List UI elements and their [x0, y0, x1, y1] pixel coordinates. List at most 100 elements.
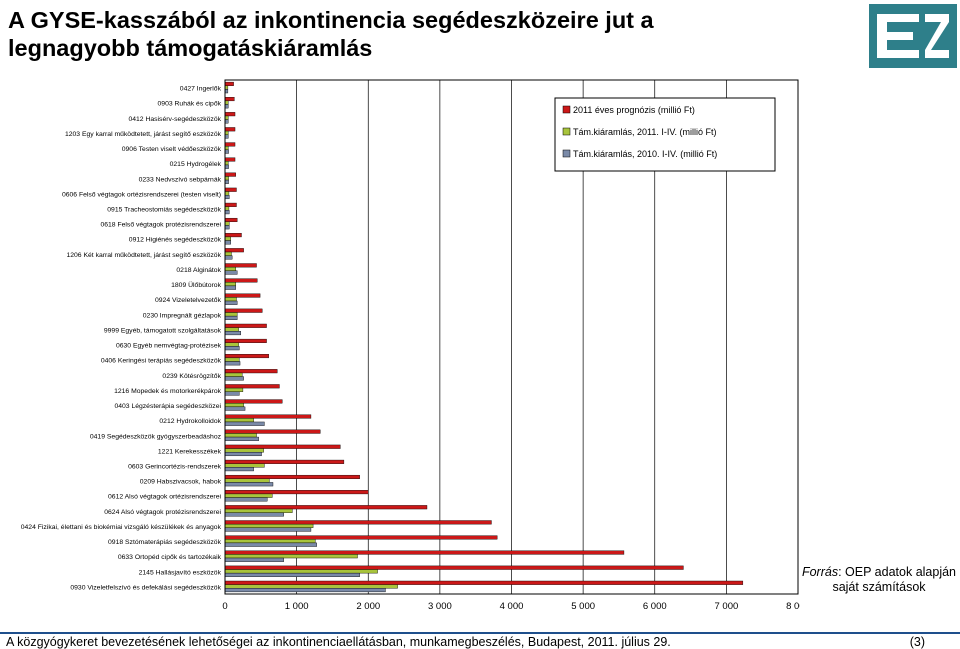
- x-tick-label: 8 000: [786, 601, 800, 612]
- category-label: 0233 Nedvszívó sebpárnák: [139, 176, 222, 183]
- bar: [224, 497, 268, 502]
- legend-box: [554, 97, 776, 172]
- bar: [224, 346, 240, 351]
- bar: [224, 414, 312, 419]
- bar: [224, 97, 235, 102]
- bar: [224, 535, 498, 540]
- bar: [224, 278, 258, 283]
- bar: [224, 354, 269, 359]
- bar: [224, 255, 233, 260]
- bar: [224, 406, 246, 411]
- bar: [224, 263, 257, 268]
- category-label: 0618 Felső végtagok protézisrendszerei: [100, 222, 221, 229]
- category-label: 0912 Higiénés segédeszközök: [129, 237, 222, 244]
- bar: [224, 508, 293, 513]
- bar: [224, 448, 264, 453]
- category-label: 0419 Segédeszközök gyógyszerbeadáshoz: [90, 433, 222, 440]
- bar: [224, 433, 257, 438]
- bar: [224, 225, 230, 230]
- category-label: 0406 Keringési terápiás segédeszközök: [101, 358, 222, 365]
- category-label: 0412 Hasisérv-segédeszközök: [128, 116, 221, 123]
- x-tick-label: 1 000: [285, 601, 309, 612]
- bar: [224, 429, 321, 434]
- page-number: (3): [909, 635, 925, 649]
- x-tick-label: 7 000: [714, 601, 738, 612]
- bar: [224, 557, 284, 562]
- bar: [224, 372, 243, 377]
- bar: [224, 300, 238, 305]
- source-label: Forrás: [801, 565, 839, 579]
- bar: [224, 542, 317, 547]
- category-label: 0624 Alsó végtagok protézisrendszerei: [104, 509, 221, 516]
- category-label: 0212 Hydrokolloidok: [159, 418, 221, 425]
- bar: [224, 221, 230, 226]
- bar: [224, 157, 236, 162]
- bar: [224, 194, 230, 200]
- x-tick-label: 0: [222, 601, 227, 612]
- oep-logo-icon: [869, 4, 957, 68]
- bar: [224, 436, 259, 441]
- bar: [224, 315, 238, 320]
- source-text: : OEP adatok alapján saját számítások: [832, 565, 957, 594]
- bar: [224, 478, 270, 483]
- bar: [224, 463, 265, 468]
- category-label: 0918 Sztómaterápiás segédeszközök: [108, 539, 222, 546]
- bar: [224, 512, 284, 517]
- bar: [224, 527, 312, 532]
- bar: [224, 369, 278, 374]
- bar: [224, 482, 274, 487]
- bar: [224, 293, 261, 298]
- bar: [224, 297, 237, 302]
- legend-entry: Tám.kiáramlás, 2010. I-IV. (millió Ft): [573, 149, 717, 159]
- bar: [224, 421, 265, 426]
- bar: [224, 270, 238, 275]
- bar: [224, 172, 236, 177]
- bar: [224, 248, 244, 253]
- category-label: 0930 Vizeletfelszívó és defekálási segéd…: [70, 584, 221, 591]
- bar: [224, 210, 230, 215]
- title-line-1: A GYSE-kasszából az inkontinencia segéde…: [8, 7, 654, 33]
- category-label: 0209 Habszivacsok, habok: [140, 479, 222, 486]
- category-label: 0915 Tracheostomiás segédeszközök: [107, 207, 221, 214]
- bar: [224, 187, 237, 192]
- x-tick-label: 6 000: [643, 601, 667, 612]
- category-label: 0403 Légzésterápia segédeszközei: [114, 403, 221, 410]
- x-tick-label: 2 000: [356, 601, 380, 612]
- bar: [224, 554, 358, 559]
- bar: [224, 142, 236, 147]
- legend-swatch: [562, 149, 571, 158]
- bar: [224, 459, 345, 464]
- bar: [224, 357, 240, 362]
- bar: [224, 451, 262, 457]
- x-tick-label: 4 000: [500, 601, 524, 612]
- bar: [224, 520, 492, 525]
- bar: [224, 376, 244, 381]
- category-label: 1216 Mopedek és motorkerékpárok: [114, 388, 222, 395]
- bar: [224, 588, 386, 593]
- bar: [224, 164, 229, 169]
- bar: [224, 191, 230, 196]
- bar: [224, 251, 232, 256]
- footer-text: A közgyógykeret bevezetésének lehetősége…: [6, 635, 671, 649]
- bar: [224, 338, 267, 343]
- category-label: 0424 Fizikai, élettani és biokémiai vizs…: [21, 524, 222, 531]
- category-label: 0215 Hydrogélek: [170, 161, 222, 168]
- legend-swatch: [562, 127, 571, 136]
- legend-swatch: [562, 105, 571, 114]
- category-label: 0903 Ruhák és cipők: [158, 101, 222, 108]
- bar: [224, 580, 744, 585]
- category-label: 0612 Alsó végtagok ortézisrendszerei: [108, 494, 221, 501]
- bar: [224, 236, 231, 241]
- bar: [224, 285, 236, 290]
- bar: [224, 266, 236, 271]
- bar: [224, 403, 244, 408]
- bar: [224, 493, 273, 498]
- bar: [224, 233, 242, 238]
- category-label: 0218 Alginátok: [176, 267, 221, 274]
- bar: [224, 202, 237, 207]
- bar: [224, 342, 239, 347]
- bar: [224, 112, 236, 117]
- bar: [224, 399, 283, 404]
- bar: [224, 418, 254, 423]
- category-label: 0230 Impregnált gézlapok: [143, 312, 222, 319]
